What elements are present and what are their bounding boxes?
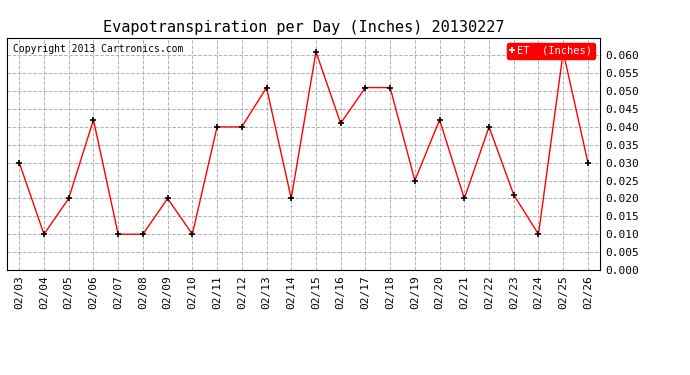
ET  (Inches): [411, 178, 419, 183]
ET  (Inches): [262, 86, 270, 90]
ET  (Inches): [337, 121, 345, 126]
ET  (Inches): [362, 86, 370, 90]
ET  (Inches): [460, 196, 469, 201]
ET  (Inches): [40, 232, 48, 237]
ET  (Inches): [114, 232, 122, 237]
Title: Evapotranspiration per Day (Inches) 20130227: Evapotranspiration per Day (Inches) 2013…: [103, 20, 504, 35]
ET  (Inches): [312, 50, 320, 54]
ET  (Inches): [188, 232, 197, 237]
ET  (Inches): [510, 193, 518, 197]
ET  (Inches): [237, 124, 246, 129]
ET  (Inches): [164, 196, 172, 201]
ET  (Inches): [485, 124, 493, 129]
ET  (Inches): [89, 117, 97, 122]
ET  (Inches): [435, 117, 444, 122]
ET  (Inches): [213, 124, 221, 129]
Legend: ET  (Inches): ET (Inches): [506, 43, 595, 59]
ET  (Inches): [584, 160, 592, 165]
ET  (Inches): [386, 86, 394, 90]
ET  (Inches): [139, 232, 147, 237]
ET  (Inches): [287, 196, 295, 201]
Line: ET  (Inches): ET (Inches): [16, 48, 591, 238]
ET  (Inches): [65, 196, 73, 201]
ET  (Inches): [534, 232, 542, 237]
Text: Copyright 2013 Cartronics.com: Copyright 2013 Cartronics.com: [13, 45, 184, 54]
ET  (Inches): [559, 50, 567, 54]
ET  (Inches): [15, 160, 23, 165]
